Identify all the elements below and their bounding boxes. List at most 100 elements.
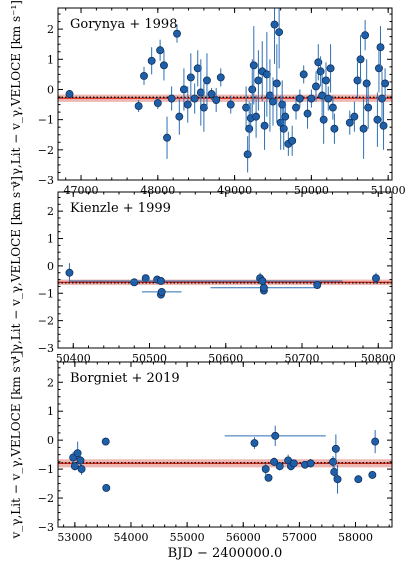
marker	[203, 76, 211, 85]
panel-3: −3 −2 −1 0 1 2 53000 54000 55000 56000 57000 58000 B…	[9, 351, 393, 544]
data-point	[319, 95, 328, 144]
marker	[271, 431, 280, 440]
y-tick-label: −2	[38, 492, 54, 505]
data-point	[326, 44, 335, 93]
data-point	[141, 287, 182, 296]
marker	[278, 100, 287, 109]
marker	[73, 449, 82, 458]
marker	[333, 475, 342, 484]
data-point	[173, 24, 181, 43]
data-point	[312, 71, 320, 102]
x-tick-label: 47000	[64, 184, 99, 197]
data-point	[362, 59, 371, 108]
marker	[289, 459, 298, 468]
data-point	[203, 53, 211, 108]
data-point	[226, 95, 235, 114]
marker	[153, 99, 162, 108]
data-point	[354, 475, 363, 484]
data-point	[261, 463, 270, 475]
data-point	[329, 456, 338, 468]
marker	[216, 73, 225, 82]
marker	[212, 96, 221, 104]
marker	[226, 100, 235, 109]
marker	[324, 94, 333, 103]
marker	[381, 79, 390, 88]
data-point	[249, 26, 258, 105]
marker	[329, 457, 338, 466]
data-point	[330, 113, 339, 144]
data-point	[130, 278, 139, 287]
data-point	[307, 89, 316, 108]
data-point	[353, 62, 362, 99]
x-axis-label: BJD − 2400000.0	[168, 546, 283, 561]
data-point	[288, 125, 297, 156]
data-point	[264, 473, 273, 482]
data-point	[295, 89, 304, 108]
marker	[292, 103, 300, 112]
data-point	[262, 32, 271, 117]
marker	[331, 444, 340, 453]
marker	[330, 468, 339, 476]
data-point	[153, 97, 162, 110]
marker	[173, 29, 181, 38]
marker	[147, 56, 156, 65]
data-point	[313, 281, 322, 290]
data-point	[252, 95, 261, 138]
plot-area	[58, 263, 392, 299]
data-point	[345, 110, 354, 135]
data-point	[328, 95, 337, 120]
marker	[160, 61, 168, 70]
x-tick-label: 55000	[170, 531, 205, 544]
marker	[252, 112, 261, 121]
data-point	[299, 65, 308, 84]
marker	[157, 287, 166, 296]
y-tick-label: 2	[47, 23, 54, 36]
marker	[356, 55, 365, 64]
marker	[196, 88, 205, 97]
data-point	[374, 44, 383, 93]
marker	[362, 79, 371, 88]
marker	[307, 94, 316, 103]
marker	[186, 73, 195, 82]
marker	[374, 64, 383, 73]
marker	[295, 94, 304, 103]
data-point	[373, 92, 382, 147]
y-tick-label: −1	[38, 114, 54, 127]
marker	[259, 283, 268, 292]
marker	[326, 64, 335, 73]
marker	[248, 85, 257, 94]
data-point	[212, 87, 221, 113]
y-axis-label: v_γ,Lit − v_γ,VELOCE [km s⁻¹]	[9, 0, 23, 189]
data-point	[167, 86, 176, 111]
x-tick-label: 51000	[371, 184, 406, 197]
data-point	[368, 470, 377, 479]
marker	[281, 112, 290, 121]
data-point	[272, 44, 281, 123]
marker	[364, 103, 373, 112]
data-point	[372, 272, 380, 284]
marker	[70, 462, 79, 471]
marker	[328, 103, 337, 112]
y-tick-label: 2	[47, 205, 54, 218]
data-point	[243, 136, 252, 173]
data-point	[371, 430, 380, 454]
marker	[260, 121, 269, 130]
data-point	[269, 77, 277, 126]
data-point	[356, 35, 365, 84]
marker	[193, 64, 202, 73]
panel-1: −3 −2 −1 0 1 2 47000 48000 49000 50000 51000 Goryny…	[9, 0, 406, 197]
marker	[254, 76, 263, 85]
y-tick-label: 0	[47, 434, 54, 447]
data-point	[324, 86, 333, 111]
plot-area	[58, 8, 392, 173]
data-point	[182, 276, 343, 285]
data-point	[289, 459, 298, 468]
data-point	[254, 50, 263, 111]
data-point	[210, 283, 318, 292]
marker	[101, 437, 110, 446]
marker	[306, 459, 315, 468]
marker	[190, 94, 199, 103]
marker	[354, 475, 363, 484]
x-tick-label: 54000	[113, 531, 148, 544]
